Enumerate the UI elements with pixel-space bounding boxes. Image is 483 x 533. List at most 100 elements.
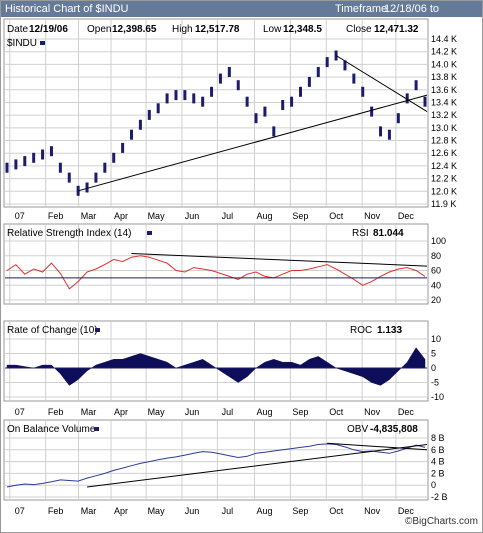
obv-panel [3,419,429,501]
roc-y-tick: 5 [431,349,436,359]
rsi-trend-line [131,253,428,267]
roc-value: 1.133 [377,325,402,336]
price-y-tick: 11.9 K [431,199,456,209]
obv-title: On Balance Volume [7,424,96,435]
roc-y-tick: 0 [431,363,436,373]
x-tick-label: Dec [398,407,415,417]
x-tick-label: Feb [48,506,64,516]
price-y-tick: 12.8 K [431,136,457,146]
rsi-y-tick: 80 [431,251,441,261]
roc-value-label: ROC [350,325,372,336]
roc-y-tick: 10 [431,334,441,344]
open-value: 12,398.65 [112,24,157,35]
x-tick-label: Oct [329,211,344,221]
price-y-tick: 13.6 K [431,85,457,95]
x-tick-label: Jun [185,506,200,516]
title-bar: Historical Chart of $INDU Timeframe 12/1… [1,1,482,31]
obv-y-tick: -2 B [431,492,448,502]
low-label: Low [263,24,282,35]
x-tick-label: May [148,407,166,417]
x-tick-label: Sep [292,407,308,417]
x-tick-label: Dec [398,211,415,221]
resistance-trend-line [335,55,428,113]
obv-value: -4,835,808 [370,424,418,435]
chart-title: Historical Chart of $INDU [5,3,129,15]
price-y-tick: 13.8 K [431,72,457,82]
price-y-tick: 13.2 K [431,110,457,120]
close-value: 12,471.32 [374,24,419,35]
price-y-tick: 14.2 K [431,47,457,57]
support-trend-line [78,94,428,192]
obv-y-tick: 4 B [431,457,445,467]
x-tick-label: Sep [292,506,308,516]
price-y-tick: 12.2 K [431,174,457,184]
x-tick-label: Apr [114,506,128,516]
obv-y-tick: 0 [431,480,436,490]
high-label: High [172,24,193,35]
date-label: Date [7,24,29,35]
x-tick-label: Jul [222,407,234,417]
x-tick-label: Aug [257,407,273,417]
x-tick-label: Sep [292,211,308,221]
x-tick-label: Jul [222,506,234,516]
roc-y-tick: -10 [431,392,444,402]
obv-y-tick: 6 B [431,445,445,455]
x-tick-label: 07 [15,211,25,221]
obv-support-trend-line [86,443,428,488]
roc-title: Rate of Change (10) [7,325,98,336]
x-tick-label: Nov [364,211,381,221]
obv-y-tick: 8 B [431,433,445,443]
x-tick-label: Oct [329,407,344,417]
price-y-tick: 12.6 K [431,148,457,158]
obv-series-line [6,443,426,488]
close-label: Close [346,24,372,35]
price-y-tick: 12.4 K [431,161,457,171]
rsi-value: 81.044 [373,228,404,239]
x-tick-label: Nov [364,506,381,516]
x-tick-label: Nov [364,407,381,417]
x-tick-label: Jul [222,211,234,221]
x-tick-label: Jun [185,211,200,221]
low-value: 12,348.5 [283,24,322,35]
high-value: 12,517.78 [195,24,240,35]
x-tick-label: Feb [48,407,64,417]
timeframe-label: Timeframe [335,3,388,15]
x-tick-label: 07 [15,407,25,417]
x-tick-label: Dec [398,506,415,516]
footer-credit[interactable]: ©BigCharts.com [405,516,478,527]
price-panel [3,18,429,208]
price-y-tick: 12.0 K [431,186,457,196]
x-tick-label: Feb [48,211,64,221]
x-tick-label: Aug [257,506,273,516]
symbol-legend-swatch [40,41,45,45]
rsi-value-label: RSI [352,228,369,239]
rsi-y-tick: 100 [431,236,446,246]
obv-legend-swatch [94,427,99,431]
rsi-y-tick: 20 [431,295,441,305]
price-y-tick: 13.0 K [431,123,457,133]
x-tick-label: 07 [15,506,25,516]
x-tick-label: May [148,211,166,221]
rsi-legend-swatch [147,231,152,235]
date-value: 12/19/06 [29,24,68,35]
rsi-y-tick: 40 [431,280,441,290]
rsi-panel [3,223,429,305]
x-tick-label: Oct [329,506,344,516]
obv-y-tick: 2 B [431,468,445,478]
rsi-y-tick: 60 [431,266,441,276]
x-tick-label: Apr [114,211,128,221]
obv-value-label: OBV [347,424,368,435]
symbol-label: $INDU [7,38,37,49]
price-y-tick: 13.4 K [431,97,457,107]
price-y-tick: 14.4 K [431,34,457,44]
x-tick-label: May [148,506,166,516]
price-y-tick: 14.0 K [431,59,457,69]
roc-legend-swatch [95,328,100,332]
x-tick-label: Mar [81,211,97,221]
roc-series-area [6,347,426,386]
x-tick-label: Mar [81,407,97,417]
roc-panel [3,320,429,402]
obv-resistance-trend-line [327,442,428,451]
